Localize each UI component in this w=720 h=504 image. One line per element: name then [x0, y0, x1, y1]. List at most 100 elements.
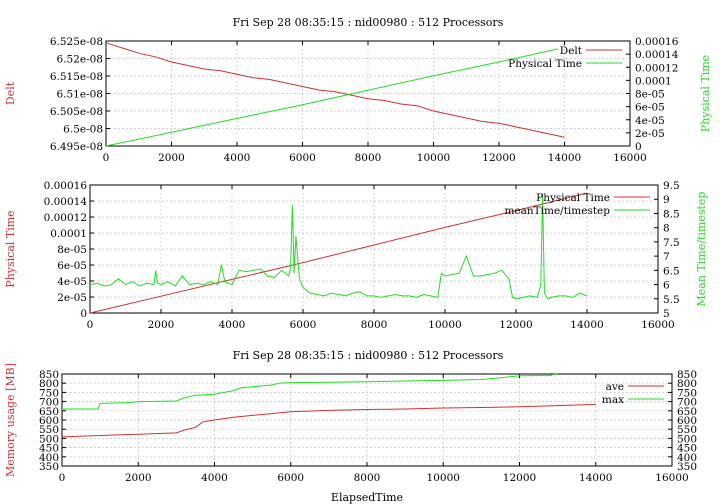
legend-label: max [602, 394, 624, 406]
y2-tick-label: 0.0001 [635, 75, 672, 87]
y2-tick-label: 6 [663, 280, 670, 292]
legend-label: meanTime/timestep [504, 205, 610, 217]
x-tick-label: 4000 [219, 319, 246, 331]
y2-tick-label: 400 [677, 452, 697, 464]
y-tick-label: 700 [39, 397, 59, 409]
y2-tick-label: 0 [635, 141, 642, 153]
x-tick-label: 14000 [548, 152, 581, 164]
y2-tick-label: 2e-05 [635, 128, 665, 140]
x-tick-label: 4000 [224, 152, 251, 164]
legend-label: ave [606, 381, 624, 393]
y-axis-label: Physical Time [4, 210, 17, 287]
x-tick-label: 2000 [125, 472, 152, 484]
x-tick-label: 14000 [579, 472, 612, 484]
legend-label: Physical Time [536, 192, 610, 204]
y-tick-label: 0.00014 [44, 196, 88, 208]
y2-tick-label: 350 [677, 461, 697, 473]
y2-tick-label: 9 [663, 194, 670, 206]
bottom-chart-title: Fri Sep 28 08:35:15 : nid00980 : 512 Pro… [233, 349, 504, 362]
y-tick-label: 6.515e-08 [50, 71, 103, 83]
y2-tick-label: 600 [677, 415, 697, 427]
y2-tick-label: 0.00012 [635, 62, 678, 74]
y-tick-label: 0.00016 [44, 180, 88, 192]
x-tick-label: 0 [87, 319, 94, 331]
x-tick-label: 16000 [641, 319, 674, 331]
y-tick-label: 450 [39, 443, 59, 455]
x-tick-label: 8000 [361, 319, 388, 331]
x-tick-label: 4000 [201, 472, 228, 484]
y-tick-label: 850 [39, 369, 59, 381]
y2-tick-label: 7 [663, 251, 670, 263]
chart-panel-3: 0 2000 4000 6000 8000 10000 12000 14000 16000350… [4, 363, 697, 504]
series-line-physical-time [105, 48, 559, 147]
y-tick-label: 650 [39, 406, 59, 418]
y-tick-label: 6.505e-08 [50, 106, 103, 118]
y2-tick-label: 6e-05 [635, 102, 665, 114]
chart-panel-2: 0 2000 4000 6000 8000 10000 12000 14000 16000 0 2e… [4, 180, 708, 331]
y2-tick-label: 850 [677, 369, 697, 381]
plot-frame [89, 184, 659, 314]
y2-tick-label: 0.00016 [635, 36, 679, 48]
x-tick-label: 0 [59, 472, 66, 484]
x-tick-label: 6000 [289, 152, 316, 164]
y-axis-label: Memory usage [MB] [4, 363, 17, 477]
y2-tick-label: 4e-05 [635, 115, 665, 127]
y2-tick-label: 700 [677, 397, 697, 409]
x-tick-label: 2000 [148, 319, 175, 331]
x-tick-label: 10000 [417, 152, 450, 164]
y2-tick-label: 750 [677, 387, 697, 399]
y-tick-label: 2e-05 [57, 292, 87, 304]
y-tick-label: 6.51e-08 [56, 89, 103, 101]
x-tick-label: 12000 [503, 472, 536, 484]
y-tick-label: 500 [39, 433, 59, 445]
y-tick-label: 550 [39, 424, 59, 436]
x-tick-label: 6000 [277, 472, 304, 484]
x-tick-label: 8000 [354, 472, 381, 484]
y-tick-label: 400 [39, 452, 59, 464]
x-tick-label: 16000 [655, 472, 688, 484]
y-tick-label: 0 [80, 308, 87, 320]
y-tick-label: 350 [39, 461, 59, 473]
y-tick-label: 8e-05 [57, 244, 87, 256]
x-tick-label: 12000 [499, 319, 532, 331]
y2-tick-label: 8.5 [663, 208, 680, 220]
y-tick-label: 4e-05 [57, 276, 87, 288]
y2-tick-label: 0.00014 [635, 49, 679, 61]
series-line-delt [105, 42, 565, 138]
top-chart-title: Fri Sep 28 08:35:15 : nid00980 : 512 Pro… [233, 16, 504, 29]
y2-axis-label: Physical Time [699, 55, 712, 132]
plot-frame [105, 40, 631, 147]
y-axis-label: Delt [4, 81, 17, 105]
y2-tick-label: 800 [677, 378, 697, 390]
x-tick-label: 6000 [290, 319, 317, 331]
chart-panel-1: 0 2000 4000 6000 8000 10000 12000 14000 16000 6.4… [4, 36, 712, 164]
legend-label: Physical Time [508, 58, 582, 70]
y-tick-label: 6e-05 [57, 260, 87, 272]
y2-tick-label: 550 [677, 424, 697, 436]
x-tick-label: 2000 [158, 152, 185, 164]
y2-axis-label: Mean Time/timestep [695, 192, 708, 307]
y-tick-label: 6.525e-08 [50, 36, 103, 48]
series-line-meantime-timestep [89, 193, 588, 300]
x-tick-label: 16000 [613, 152, 646, 164]
y2-tick-label: 7.5 [663, 237, 680, 249]
y-tick-label: 0.00012 [44, 212, 87, 224]
y-tick-label: 750 [39, 387, 59, 399]
x-tick-label: 8000 [355, 152, 382, 164]
y2-tick-label: 6.5 [663, 265, 680, 277]
y-tick-label: 600 [39, 415, 59, 427]
y2-tick-label: 9.5 [663, 180, 680, 192]
legend-label: Delt [560, 45, 583, 57]
x-tick-label: 14000 [570, 319, 603, 331]
y2-tick-label: 650 [677, 406, 697, 418]
y2-tick-label: 8e-05 [635, 89, 665, 101]
y2-tick-label: 450 [677, 443, 697, 455]
y2-tick-label: 5 [663, 308, 670, 320]
x-tick-label: 0 [103, 152, 110, 164]
series-line-max [62, 373, 558, 410]
y-tick-label: 0.0001 [50, 228, 87, 240]
x-tick-label: 10000 [428, 319, 461, 331]
y2-tick-label: 8 [663, 223, 670, 235]
y-tick-label: 6.5e-08 [63, 124, 103, 136]
